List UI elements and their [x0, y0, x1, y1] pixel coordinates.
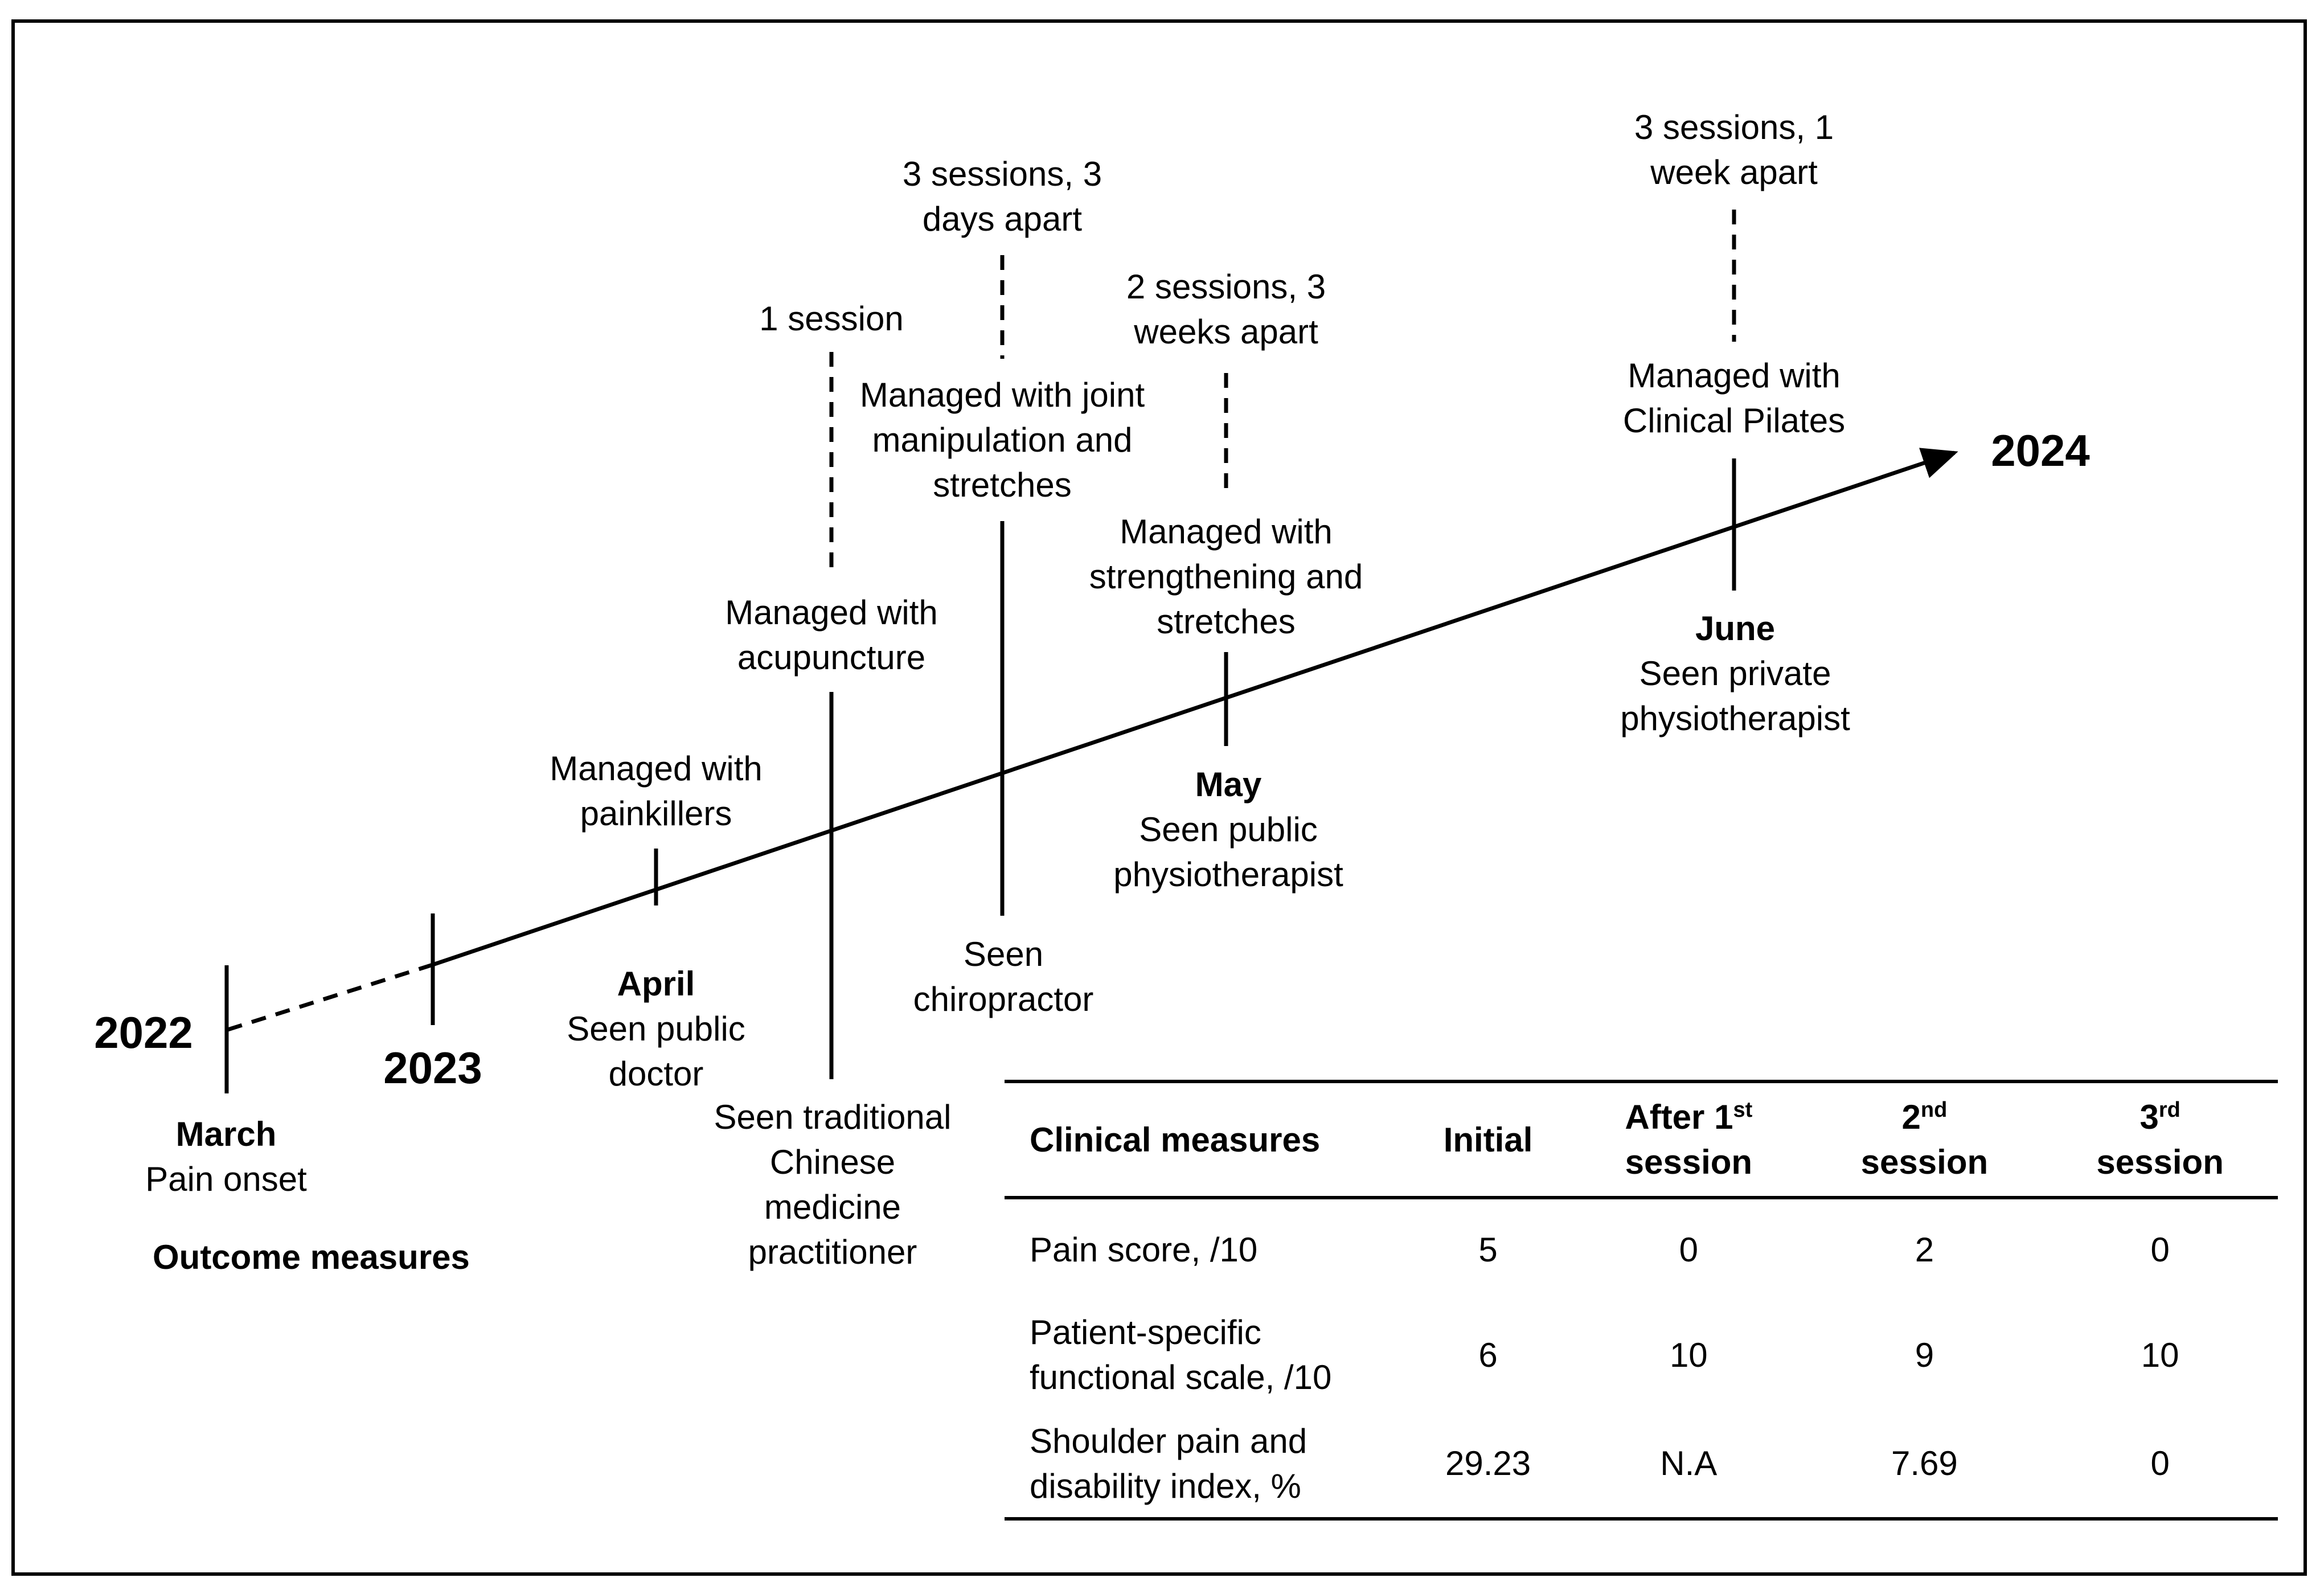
managed-line: Managed with joint — [859, 376, 1145, 414]
month-label-march: March — [175, 1115, 277, 1153]
event-may: May Seen public physiotherapist — [1113, 762, 1343, 897]
header-sup: nd — [1920, 1098, 1948, 1122]
month-label-may: May — [1195, 765, 1262, 804]
header-sup: st — [1733, 1098, 1753, 1122]
cell-initial: 5 — [1478, 1231, 1498, 1269]
event-march: March Pain onset — [145, 1112, 307, 1202]
cell-session2: 2 — [1915, 1231, 1934, 1269]
cell-initial: 29.23 — [1445, 1444, 1531, 1482]
seen-line: Seen public — [567, 1010, 745, 1048]
event-april: April Seen public doctor — [567, 961, 745, 1096]
outcome-measures-table: Clinical measures Initial After 1st sess… — [1005, 1080, 2278, 1521]
timeline-dashed-segment — [227, 962, 434, 1032]
header-text: 3 — [2139, 1098, 2159, 1136]
seen-line: practitioner — [748, 1233, 917, 1271]
row-label-line: disability index, % — [1030, 1466, 1301, 1505]
managed-label-may: Managed with strengthening and stretches — [1089, 509, 1363, 644]
sessions-line: 3 sessions, 1 — [1634, 108, 1834, 146]
cell-session3: 0 — [2150, 1444, 2170, 1482]
cell-session3: 0 — [2150, 1231, 2170, 1269]
sessions-line: 2 sessions, 3 — [1126, 268, 1326, 306]
year-label-2024: 2024 — [1991, 425, 2090, 476]
month-label-june: June — [1695, 609, 1776, 648]
event-june: June Seen private physiotherapist — [1620, 606, 1850, 741]
pain-onset-label: Pain onset — [145, 1160, 307, 1198]
header-text: session — [1625, 1143, 1753, 1181]
figure-frame — [11, 19, 2307, 1576]
header-text: session — [1860, 1143, 1989, 1181]
cell-after1: 0 — [1679, 1231, 1698, 1269]
seen-label-chiropractor: Seen chiropractor — [913, 932, 1094, 1022]
table-row: Pain score, /10 5 0 2 0 — [1005, 1198, 2278, 1300]
sessions-line: days apart — [922, 200, 1083, 238]
timeline-axis-line — [432, 448, 1958, 967]
seen-line: chiropractor — [913, 980, 1094, 1018]
header-second-session: 2nd session — [1807, 1081, 2043, 1198]
outcome-measures-title: Outcome measures — [153, 1238, 470, 1276]
row-label-pain-score: Pain score, /10 — [1005, 1198, 1405, 1300]
managed-line: stretches — [1157, 603, 1296, 641]
header-text: 2 — [1901, 1098, 1921, 1136]
managed-line: Managed with — [1120, 513, 1333, 551]
row-label-spadi: Shoulder pain and disability index, % — [1005, 1409, 1405, 1519]
header-initial: Initial — [1443, 1120, 1533, 1159]
managed-label-april: Managed with painkillers — [550, 746, 763, 836]
seen-line: Seen public — [1139, 810, 1318, 849]
managed-line: Managed with — [725, 593, 938, 632]
header-sup: rd — [2158, 1098, 2180, 1122]
header-text: After 1 — [1625, 1098, 1733, 1136]
cell-session2: 7.69 — [1891, 1444, 1958, 1482]
header-clinical-measures: Clinical measures — [1030, 1120, 1321, 1159]
cell-after1: 10 — [1669, 1335, 1708, 1374]
sessions-label-chiropractor: 3 sessions, 3 days apart — [903, 151, 1102, 241]
row-label-line: Shoulder pain and — [1030, 1421, 1307, 1460]
sessions-line: weeks apart — [1134, 313, 1318, 351]
month-label-april: April — [617, 965, 695, 1003]
managed-line: painkillers — [580, 794, 732, 833]
year-label-2022: 2022 — [94, 1007, 193, 1058]
cell-session3: 10 — [2141, 1335, 2179, 1374]
row-label-line: functional scale, /10 — [1030, 1358, 1332, 1396]
year-label-2023: 2023 — [383, 1043, 482, 1093]
header-after-first-session: After 1st session — [1571, 1081, 1806, 1198]
managed-line: acupuncture — [737, 638, 926, 677]
seen-line: Seen traditional — [714, 1098, 952, 1136]
managed-label-tcm: Managed with acupuncture — [725, 590, 938, 680]
seen-line: physiotherapist — [1620, 699, 1850, 737]
sessions-label-tcm: 1 session — [759, 296, 903, 341]
managed-label-june: Managed with Clinical Pilates — [1623, 353, 1845, 443]
row-label-line: Patient-specific — [1030, 1313, 1261, 1351]
sessions-line: week apart — [1650, 153, 1818, 191]
cell-session2: 9 — [1915, 1335, 1934, 1374]
table-header-row: Clinical measures Initial After 1st sess… — [1005, 1081, 2278, 1198]
cell-initial: 6 — [1478, 1335, 1498, 1374]
header-text: session — [2096, 1143, 2224, 1181]
cell-after1: N.A — [1660, 1444, 1718, 1482]
seen-line: doctor — [608, 1055, 704, 1093]
row-label-functional-scale: Patient-specific functional scale, /10 — [1005, 1300, 1405, 1409]
sessions-line: 1 session — [759, 300, 904, 338]
seen-label-tcm: Seen traditional Chinese medicine practi… — [714, 1095, 952, 1275]
sessions-line: 3 sessions, 3 — [902, 155, 1102, 193]
managed-line: strengthening and — [1089, 558, 1363, 596]
seen-line: physiotherapist — [1113, 855, 1343, 894]
seen-line: Chinese — [769, 1143, 896, 1181]
seen-line: Seen — [963, 935, 1044, 973]
header-third-session: 3rd session — [2042, 1081, 2278, 1198]
managed-label-chiropractor: Managed with joint manipulation and stre… — [860, 372, 1145, 507]
seen-line: Seen private — [1639, 654, 1831, 692]
managed-line: Clinical Pilates — [1622, 401, 1846, 440]
managed-line: stretches — [933, 466, 1072, 504]
table-row: Shoulder pain and disability index, % 29… — [1005, 1409, 2278, 1519]
table-row: Patient-specific functional scale, /10 6… — [1005, 1300, 2278, 1409]
managed-line: Managed with — [1628, 357, 1841, 395]
sessions-label-june: 3 sessions, 1 week apart — [1634, 105, 1834, 195]
managed-line: manipulation and — [872, 421, 1133, 459]
sessions-label-may: 2 sessions, 3 weeks apart — [1126, 264, 1326, 354]
seen-line: medicine — [764, 1188, 901, 1226]
row-label-line: Pain score, /10 — [1030, 1231, 1258, 1269]
managed-line: Managed with — [550, 749, 763, 788]
